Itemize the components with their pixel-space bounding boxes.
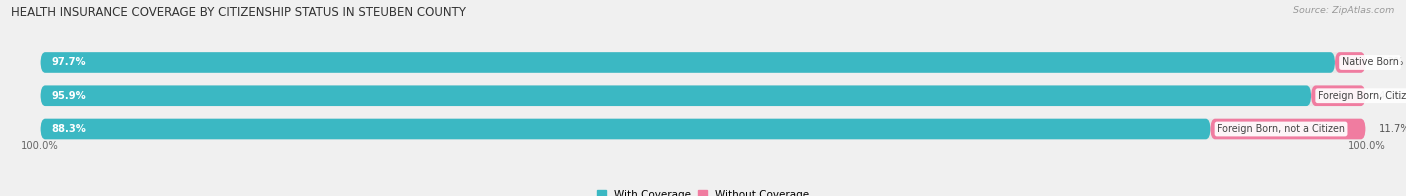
FancyBboxPatch shape [1211,119,1365,139]
Text: 97.7%: 97.7% [51,57,86,67]
FancyBboxPatch shape [1312,85,1365,106]
Text: 11.7%: 11.7% [1379,124,1406,134]
FancyBboxPatch shape [41,52,1334,73]
FancyBboxPatch shape [41,52,1365,73]
FancyBboxPatch shape [41,119,1211,139]
FancyBboxPatch shape [41,119,1365,139]
Text: 100.0%: 100.0% [1347,141,1385,151]
Text: Source: ZipAtlas.com: Source: ZipAtlas.com [1294,6,1395,15]
Text: Foreign Born, not a Citizen: Foreign Born, not a Citizen [1218,124,1346,134]
Text: HEALTH INSURANCE COVERAGE BY CITIZENSHIP STATUS IN STEUBEN COUNTY: HEALTH INSURANCE COVERAGE BY CITIZENSHIP… [11,6,467,19]
Text: Native Born: Native Born [1341,57,1399,67]
FancyBboxPatch shape [41,85,1312,106]
Text: 4.1%: 4.1% [1379,91,1405,101]
Legend: With Coverage, Without Coverage: With Coverage, Without Coverage [592,186,814,196]
Text: Foreign Born, Citizen: Foreign Born, Citizen [1317,91,1406,101]
Text: 100.0%: 100.0% [21,141,59,151]
FancyBboxPatch shape [41,85,1365,106]
FancyBboxPatch shape [1334,52,1365,73]
Text: 95.9%: 95.9% [51,91,86,101]
Text: 88.3%: 88.3% [51,124,86,134]
Text: 2.3%: 2.3% [1379,57,1405,67]
